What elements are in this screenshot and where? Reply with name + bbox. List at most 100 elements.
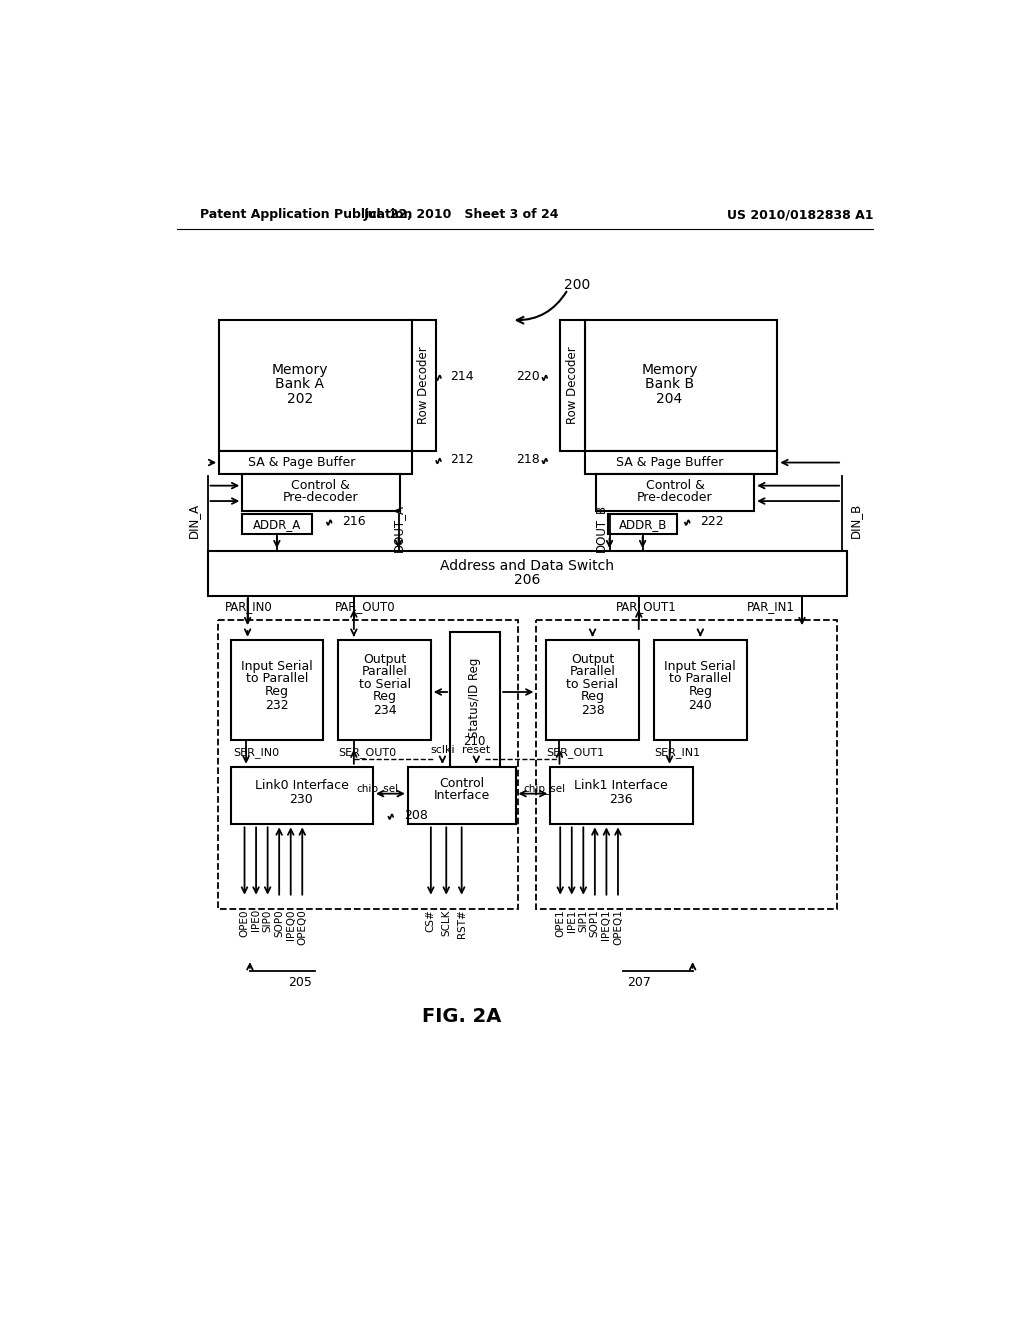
Text: IPE0: IPE0 [251, 909, 261, 932]
Text: Parallel: Parallel [569, 665, 615, 678]
Text: Control &: Control & [645, 479, 705, 492]
Text: Link0 Interface: Link0 Interface [255, 779, 348, 792]
Text: Input Serial: Input Serial [241, 660, 312, 673]
Text: Output: Output [364, 653, 407, 667]
Text: reset: reset [462, 744, 490, 755]
Text: IPE1: IPE1 [566, 909, 577, 932]
Text: DOUT_A: DOUT_A [392, 504, 406, 552]
Bar [219, 451, 412, 474]
Text: Reg: Reg [688, 685, 713, 698]
Bar [243, 474, 400, 511]
Text: SER_OUT1: SER_OUT1 [547, 747, 604, 758]
Bar [547, 640, 639, 739]
Text: PAR_OUT1: PAR_OUT1 [615, 601, 677, 612]
Text: 238: 238 [581, 704, 604, 717]
Text: SER_IN0: SER_IN0 [233, 747, 280, 758]
Bar [219, 321, 412, 451]
Text: chip_sel: chip_sel [523, 783, 565, 793]
Text: 210: 210 [464, 735, 486, 748]
Text: 204: 204 [656, 392, 683, 407]
Text: SA & Page Buffer: SA & Page Buffer [248, 455, 355, 469]
Text: ADDR_B: ADDR_B [618, 517, 667, 531]
Text: to Parallel: to Parallel [246, 672, 308, 685]
Text: 240: 240 [688, 698, 713, 711]
Text: 220: 220 [516, 370, 541, 383]
Text: 212: 212 [451, 453, 474, 466]
Text: DOUT_B: DOUT_B [594, 504, 607, 552]
Text: 202: 202 [287, 392, 313, 407]
Text: SA & Page Buffer: SA & Page Buffer [615, 455, 723, 469]
Text: SIP0: SIP0 [262, 909, 272, 932]
Text: OPE1: OPE1 [555, 909, 565, 937]
Bar [550, 767, 692, 825]
Text: Interface: Interface [433, 789, 489, 803]
Text: FIG. 2A: FIG. 2A [422, 1007, 502, 1027]
Text: SCLK: SCLK [441, 909, 452, 936]
Bar [608, 515, 677, 535]
Text: OPEQ1: OPEQ1 [613, 909, 623, 945]
Text: 236: 236 [609, 793, 633, 807]
Text: Parallel: Parallel [361, 665, 408, 678]
Text: Reg: Reg [265, 685, 289, 698]
Text: Row Decoder: Row Decoder [418, 347, 430, 425]
Text: 230: 230 [290, 793, 313, 807]
Text: DIN_A: DIN_A [187, 503, 201, 537]
Text: 205: 205 [288, 975, 312, 989]
Text: Pre-decoder: Pre-decoder [283, 491, 358, 504]
Text: 216: 216 [342, 515, 366, 528]
Text: Bank A: Bank A [275, 378, 325, 391]
Text: Memory: Memory [641, 363, 697, 378]
Text: Link1 Interface: Link1 Interface [574, 779, 668, 792]
Text: Control &: Control & [291, 479, 350, 492]
Bar [537, 620, 837, 909]
Text: 222: 222 [700, 515, 724, 528]
Text: SER_OUT0: SER_OUT0 [339, 747, 396, 758]
Text: Reg: Reg [373, 690, 396, 704]
Bar [230, 767, 373, 825]
Text: CS#: CS# [426, 909, 436, 932]
Bar [408, 767, 515, 825]
Text: SER_IN1: SER_IN1 [654, 747, 700, 758]
Text: Address and Data Switch: Address and Data Switch [440, 560, 614, 573]
Text: Patent Application Publication: Patent Application Publication [200, 209, 413, 222]
Text: Control: Control [439, 777, 484, 791]
Bar [654, 640, 746, 739]
Bar [560, 321, 585, 451]
Bar [217, 620, 518, 909]
Text: Status/ID Reg: Status/ID Reg [468, 657, 481, 738]
Text: 206: 206 [514, 573, 541, 587]
Text: OPEQ0: OPEQ0 [297, 909, 307, 945]
Text: 214: 214 [451, 370, 474, 383]
Text: PAR_OUT0: PAR_OUT0 [335, 601, 395, 612]
Bar [412, 321, 436, 451]
Text: IPEQ0: IPEQ0 [286, 909, 296, 940]
Text: SOP0: SOP0 [274, 909, 285, 937]
Text: US 2010/0182838 A1: US 2010/0182838 A1 [727, 209, 873, 222]
Text: Memory: Memory [271, 363, 329, 378]
Text: Row Decoder: Row Decoder [566, 347, 579, 425]
Text: sclki: sclki [430, 744, 455, 755]
Text: Jul. 22, 2010   Sheet 3 of 24: Jul. 22, 2010 Sheet 3 of 24 [364, 209, 559, 222]
Text: PAR_IN1: PAR_IN1 [746, 601, 795, 612]
Text: Pre-decoder: Pre-decoder [637, 491, 713, 504]
Text: 208: 208 [403, 809, 428, 822]
Text: DIN_B: DIN_B [849, 503, 862, 539]
Text: IPEQ1: IPEQ1 [601, 909, 611, 940]
Bar [596, 474, 755, 511]
Text: 200: 200 [564, 279, 590, 293]
Bar [208, 552, 847, 595]
Text: SOP1: SOP1 [590, 909, 600, 937]
Text: OPE0: OPE0 [240, 909, 250, 937]
Text: Output: Output [571, 653, 614, 667]
Text: ADDR_A: ADDR_A [253, 517, 301, 531]
Text: Bank B: Bank B [645, 378, 694, 391]
Bar [339, 640, 431, 739]
Text: RST#: RST# [457, 909, 467, 939]
Text: to Serial: to Serial [566, 677, 618, 690]
Text: 218: 218 [516, 453, 541, 466]
Text: PAR_IN0: PAR_IN0 [224, 601, 272, 612]
Text: to Serial: to Serial [358, 677, 411, 690]
Text: 234: 234 [373, 704, 396, 717]
Bar [243, 515, 311, 535]
Text: chip_sel: chip_sel [356, 783, 398, 793]
